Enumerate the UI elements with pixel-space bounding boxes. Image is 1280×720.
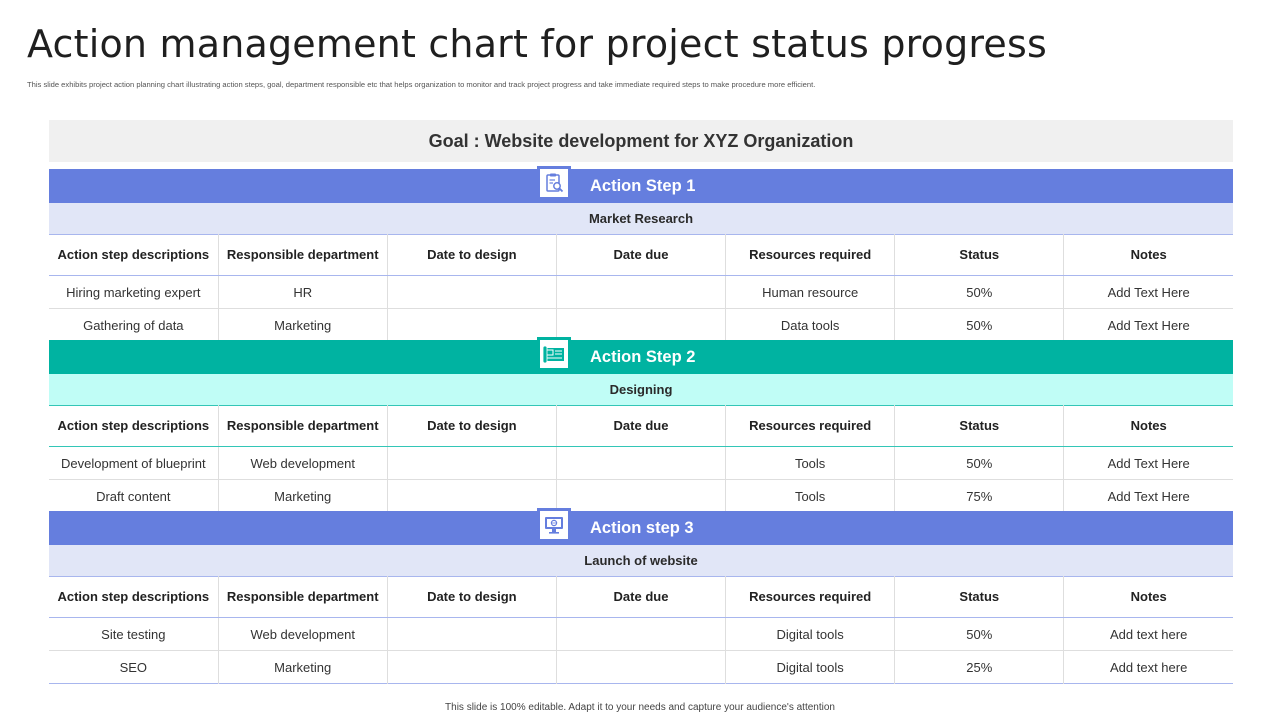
col-header: Responsible department <box>218 405 388 447</box>
cell-description: SEO <box>49 650 219 684</box>
monitor-icon <box>537 508 571 542</box>
table-row: Site testing Web development Digital too… <box>49 617 1233 651</box>
cell-department: Marketing <box>218 308 388 341</box>
cell-date-design <box>387 479 557 512</box>
footer-note: This slide is 100% editable. Adapt it to… <box>445 702 835 713</box>
col-header: Date due <box>556 576 727 618</box>
step-table: Action step descriptions Responsible dep… <box>49 405 1233 512</box>
table-row: Development of blueprint Web development… <box>49 446 1233 480</box>
cell-status: 50% <box>894 446 1065 480</box>
table-row: Gathering of data Marketing Data tools 5… <box>49 308 1233 341</box>
cell-status: 50% <box>894 275 1065 309</box>
action-step-2: Action Step 2 Designing Action step desc… <box>49 337 1233 512</box>
goal-banner: Goal : Website development for XYZ Organ… <box>49 120 1233 162</box>
cell-notes: Add Text Here <box>1107 488 1190 504</box>
cell-date-design <box>387 617 557 651</box>
cell-notes: Add text here <box>1110 659 1188 675</box>
cell-date-due <box>556 446 727 480</box>
step-title: Action Step 2 <box>590 347 696 366</box>
cell-resources: Data tools <box>725 308 896 341</box>
step-header: Action step 3 <box>49 508 1233 545</box>
cell-description: Hiring marketing expert <box>49 275 219 309</box>
step-subtitle: Launch of website <box>49 545 1233 576</box>
col-header: Resources required <box>725 576 896 618</box>
col-header: Status <box>894 405 1065 447</box>
step-table: Action step descriptions Responsible dep… <box>49 234 1233 341</box>
table-row: SEO Marketing Digital tools 25% Add text… <box>49 650 1233 684</box>
col-header: Action step descriptions <box>49 405 219 447</box>
step-subtitle: Market Research <box>49 203 1233 234</box>
cell-resources: Digital tools <box>725 617 896 651</box>
step-title: Action Step 1 <box>590 176 696 195</box>
col-header: Notes <box>1063 234 1233 276</box>
step-table: Action step descriptions Responsible dep… <box>49 576 1233 684</box>
step-header: Action Step 2 <box>49 337 1233 374</box>
blueprint-icon <box>537 337 571 371</box>
table-row: Draft content Marketing Tools 75% Add Te… <box>49 479 1233 512</box>
step-header: Action Step 1 <box>49 166 1233 203</box>
cell-department: HR <box>218 275 388 309</box>
col-header: Notes <box>1063 576 1233 618</box>
page-subtitle: This slide exhibits project action plann… <box>27 80 816 89</box>
cell-date-design <box>387 275 557 309</box>
cell-notes: Add Text Here <box>1063 446 1233 480</box>
cell-date-design <box>387 446 557 480</box>
cell-status: 50% <box>894 308 1065 341</box>
cell-date-due <box>556 650 727 684</box>
col-header: Date to design <box>387 234 557 276</box>
action-step-3: Action step 3 Launch of website Action s… <box>49 508 1233 684</box>
cell-department: Marketing <box>218 479 388 512</box>
cell-date-design <box>387 308 557 341</box>
col-header: Resources required <box>725 234 896 276</box>
cell-resources: Tools <box>725 479 896 512</box>
cell-date-due <box>556 308 727 341</box>
table-row: Hiring marketing expert HR Human resourc… <box>49 275 1233 309</box>
col-header: Responsible department <box>218 234 388 276</box>
cell-department: Marketing <box>218 650 388 684</box>
cell-status: 50% <box>894 617 1065 651</box>
step-title: Action step 3 <box>590 518 694 537</box>
cell-department: Web development <box>218 617 388 651</box>
cell-status: 25% <box>894 650 1065 684</box>
cell-resources: Tools <box>725 446 896 480</box>
col-header: Responsible department <box>218 576 388 618</box>
action-step-1: Action Step 1 Market Research Action ste… <box>49 166 1233 341</box>
cell-description: Gathering of data <box>49 308 219 341</box>
cell-department: Web development <box>218 446 388 480</box>
cell-description: Draft content <box>49 479 219 512</box>
cell-status: 75% <box>894 479 1065 512</box>
col-header: Status <box>894 234 1065 276</box>
cell-resources: Digital tools <box>725 650 896 684</box>
col-header: Date to design <box>387 405 557 447</box>
col-header: Date to design <box>387 576 557 618</box>
col-header: Resources required <box>725 405 896 447</box>
cell-date-due <box>556 617 727 651</box>
cell-notes: Add Text Here <box>1107 317 1190 333</box>
cell-date-due <box>556 275 727 309</box>
cell-description: Development of blueprint <box>49 446 219 480</box>
cell-resources: Human resource <box>725 275 896 309</box>
cell-notes: Add text here <box>1063 617 1233 651</box>
step-subtitle: Designing <box>49 374 1233 405</box>
cell-description: Site testing <box>49 617 219 651</box>
col-header: Notes <box>1063 405 1233 447</box>
cell-date-due <box>556 479 727 512</box>
col-header: Status <box>894 576 1065 618</box>
col-header: Action step descriptions <box>49 234 219 276</box>
cell-notes: Add Text Here <box>1063 275 1233 309</box>
clipboard-search-icon <box>537 166 571 200</box>
col-header: Date due <box>556 234 727 276</box>
page-title: Action management chart for project stat… <box>27 22 1047 66</box>
cell-date-design <box>387 650 557 684</box>
col-header: Action step descriptions <box>49 576 219 618</box>
col-header: Date due <box>556 405 727 447</box>
